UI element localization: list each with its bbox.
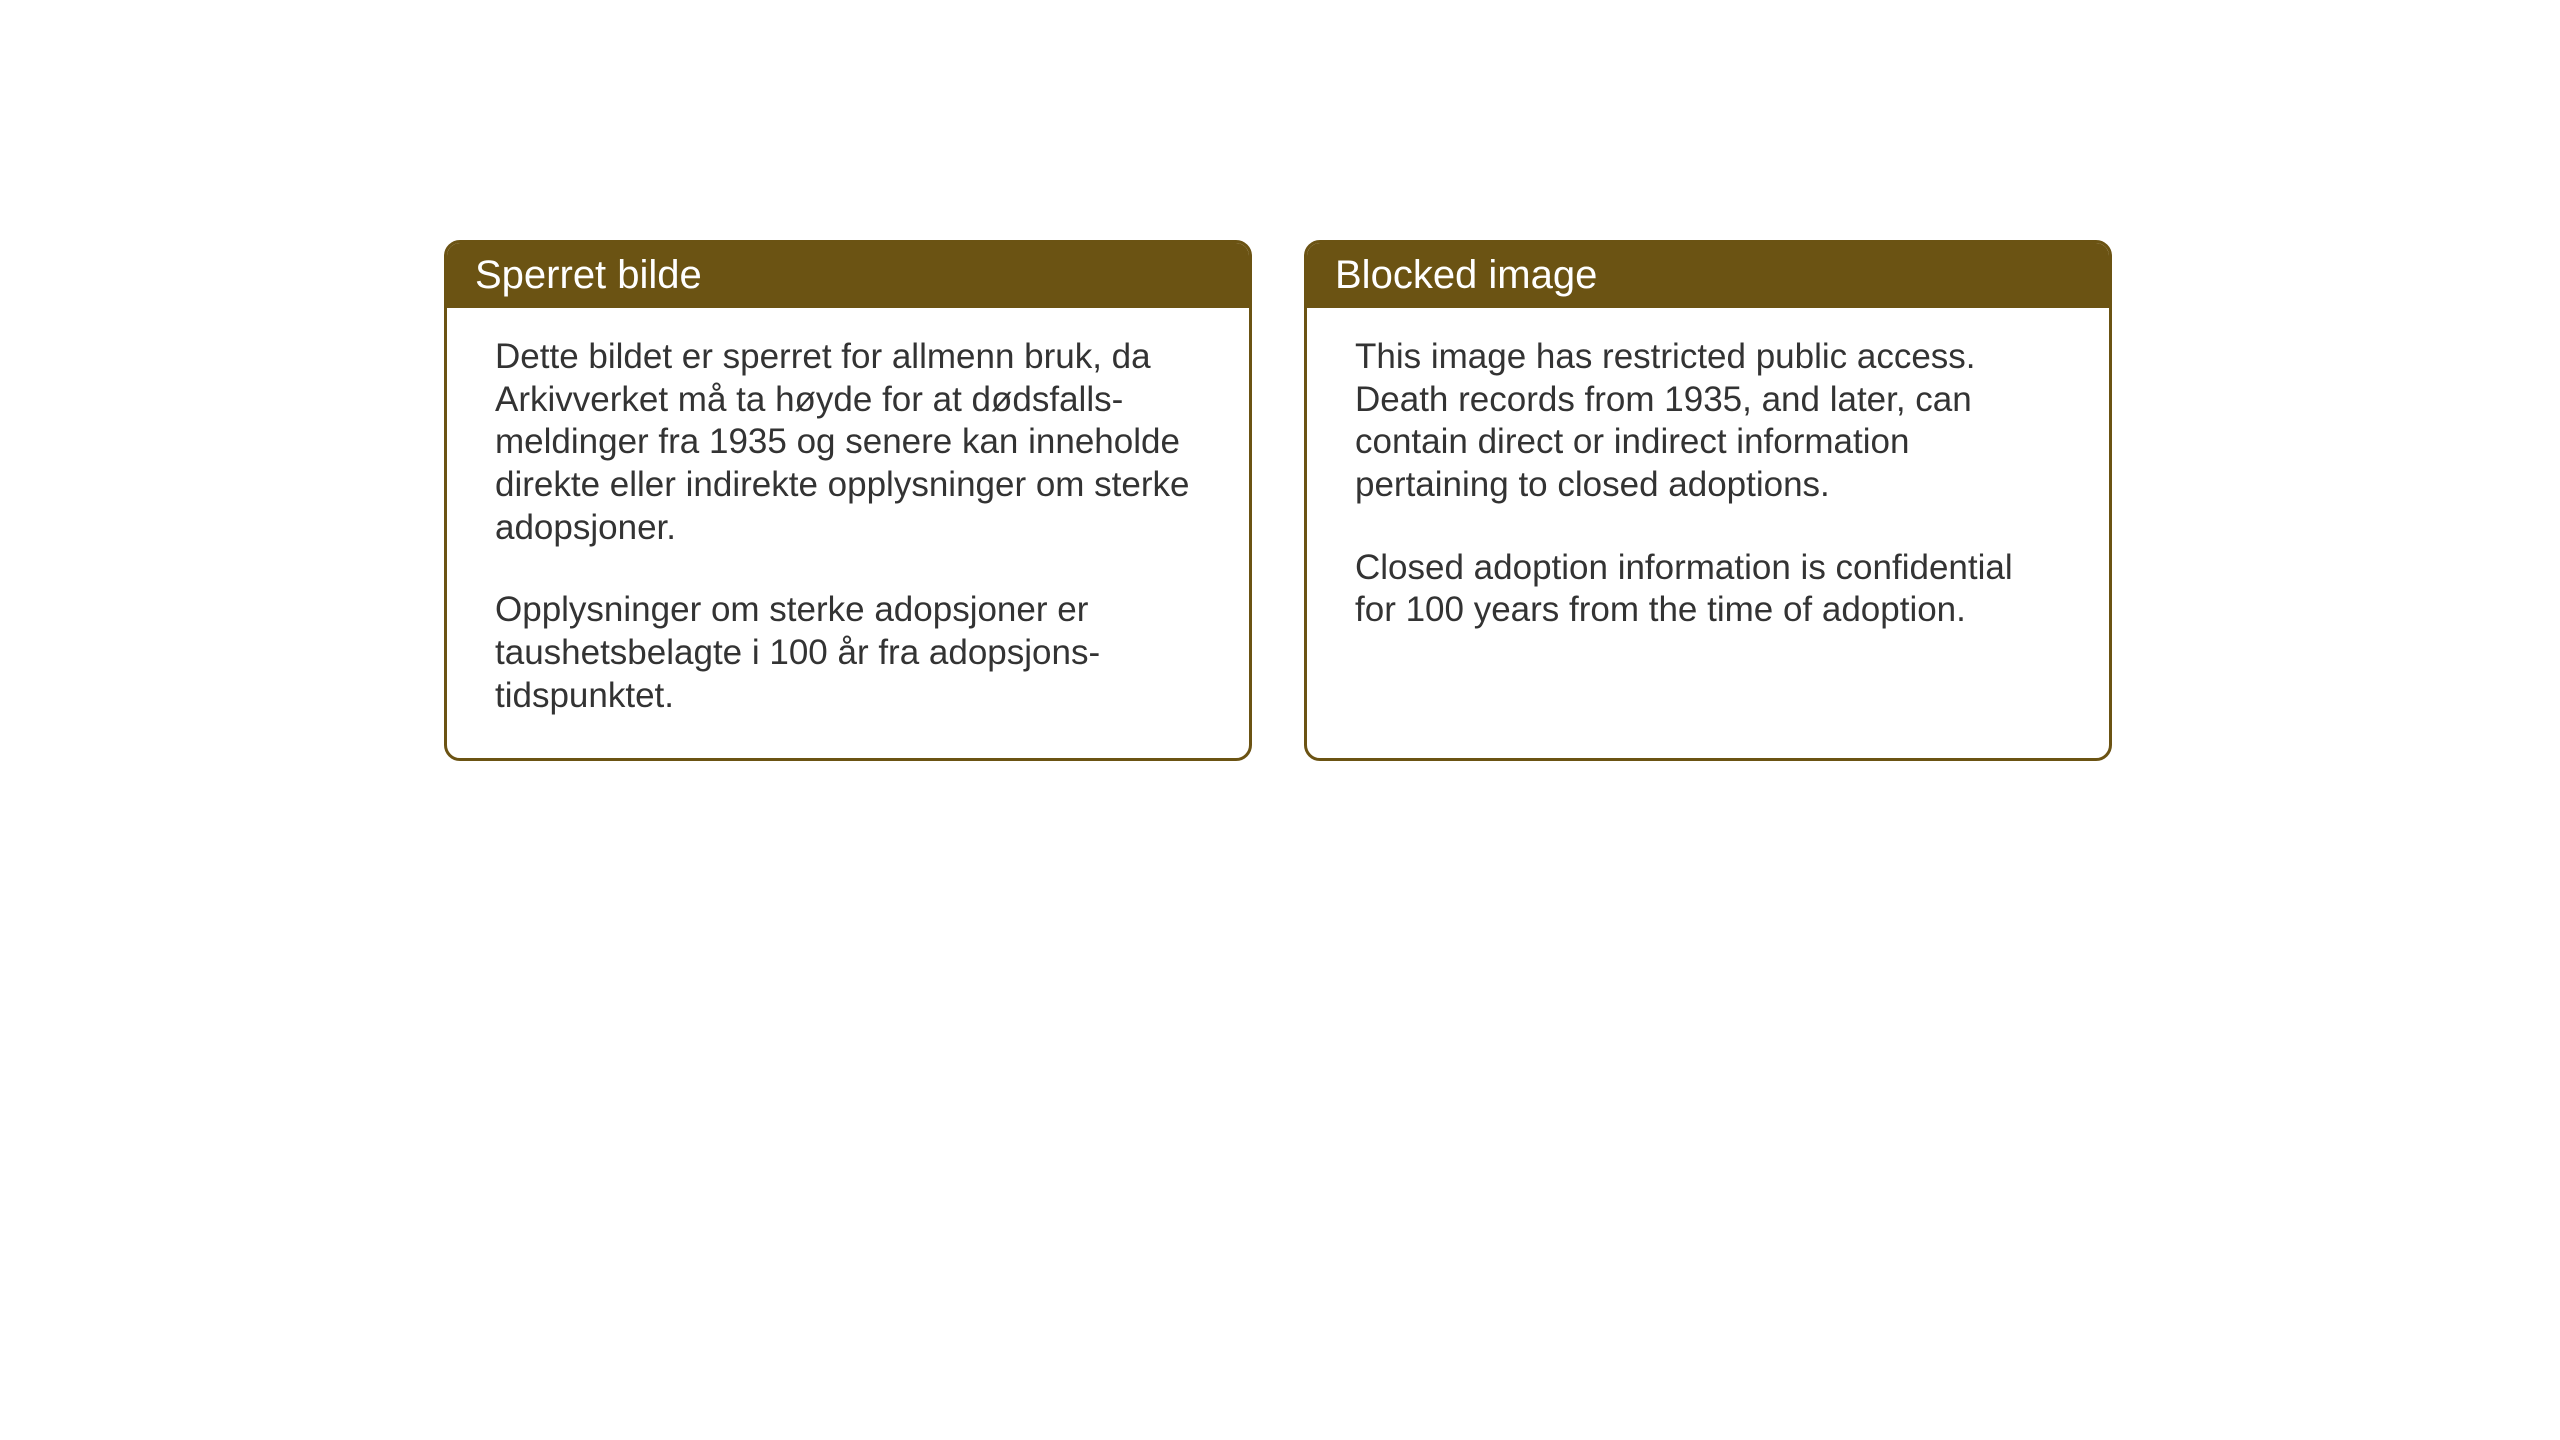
card-paragraph-2: Opplysninger om sterke adopsjoner er tau… xyxy=(495,589,1201,717)
notice-container: Sperret bilde Dette bildet er sperret fo… xyxy=(444,240,2112,761)
card-body-norwegian: Dette bildet er sperret for allmenn bruk… xyxy=(447,308,1249,758)
notice-card-norwegian: Sperret bilde Dette bildet er sperret fo… xyxy=(444,240,1252,761)
card-paragraph-2: Closed adoption information is confident… xyxy=(1355,547,2061,632)
card-header-english: Blocked image xyxy=(1307,243,2109,308)
card-body-english: This image has restricted public access.… xyxy=(1307,308,2109,698)
card-title: Blocked image xyxy=(1335,253,1597,297)
card-title: Sperret bilde xyxy=(475,253,702,297)
notice-card-english: Blocked image This image has restricted … xyxy=(1304,240,2112,761)
card-paragraph-1: This image has restricted public access.… xyxy=(1355,336,2061,507)
card-paragraph-1: Dette bildet er sperret for allmenn bruk… xyxy=(495,336,1201,549)
card-header-norwegian: Sperret bilde xyxy=(447,243,1249,308)
